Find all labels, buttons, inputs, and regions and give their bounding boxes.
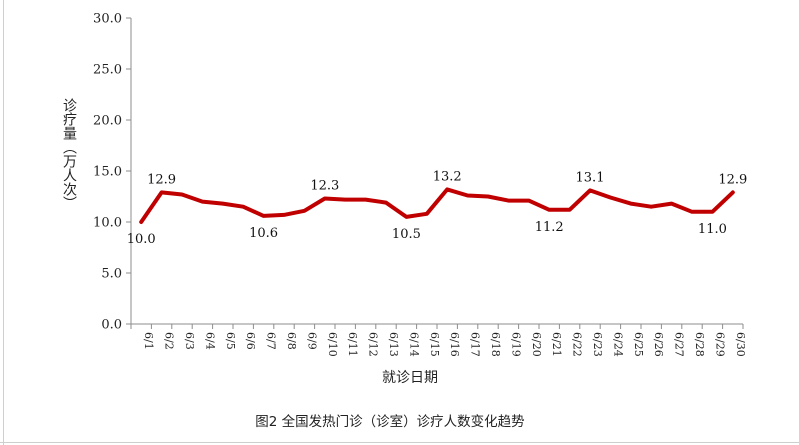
x-tick-label: 6/25 [632,332,645,357]
x-tick-label: 6/3 [183,332,196,350]
x-tick-label: 6/16 [448,332,461,357]
x-tick-label: 6/11 [346,332,359,357]
y-tick-label: 5.0 [101,267,122,282]
y-axis-label: 诊疗量（万人次） [61,98,77,210]
x-tick-label: 6/29 [713,332,726,357]
x-tick-label: 6/1 [142,332,155,350]
data-label: 11.0 [698,222,727,237]
x-tick-label: 6/13 [387,332,400,357]
data-label: 12.9 [147,172,176,187]
x-tick-label: 6/20 [530,332,543,357]
data-label: 11.2 [535,220,564,235]
x-tick-label: 6/27 [673,332,686,357]
x-tick-label: 6/4 [203,332,216,350]
data-label: 10.5 [392,227,421,242]
x-tick-label: 6/26 [652,332,665,357]
chart-axes [126,17,744,329]
x-tick-label: 6/19 [509,332,522,357]
data-label: 13.2 [433,169,462,184]
frame-left-edge [3,0,4,445]
x-tick-label: 6/30 [734,332,747,357]
frame-bottom-edge [0,442,799,443]
x-tick-label: 6/28 [693,332,706,357]
data-label: 10.0 [127,232,156,247]
x-tick-label: 6/22 [571,332,584,357]
x-tick-label: 6/14 [407,332,420,357]
x-tick-label: 6/24 [611,332,624,357]
x-tick-label: 6/12 [367,332,380,357]
x-tick-label: 6/7 [265,332,278,350]
data-labels: 10.0 12.9 10.6 12.3 10.5 13.2 11.2 13.1 11.0 12.9 [127,169,748,247]
x-tick-label: 6/5 [224,332,237,350]
x-tick-label: 6/17 [469,332,482,357]
data-label: 13.1 [576,170,605,185]
x-axis-label: 就诊日期 [382,370,438,386]
x-tick-label: 6/9 [305,332,318,350]
data-label: 12.9 [718,172,747,187]
y-tick-label: 0.0 [101,318,122,333]
y-tick-label: 30.0 [93,12,122,27]
x-tick-label: 6/23 [591,332,604,357]
x-tick-label: 6/15 [428,332,441,357]
data-label: 12.3 [310,179,339,194]
x-tick-label: 6/2 [163,332,176,350]
series-line [139,187,735,224]
x-tick-label: 6/18 [489,332,502,357]
x-tick-label: 6/8 [285,332,298,350]
y-tick-label: 15.0 [93,165,122,180]
x-tick-labels: 6/1 6/2 6/3 6/4 6/5 6/6 6/7 6/8 6/9 6/10 6/11 6/12 6… [142,332,747,357]
y-tick-label: 10.0 [93,216,122,231]
y-tick-label: 25.0 [93,63,122,78]
data-label: 10.6 [249,226,278,241]
y-tick-label: 20.0 [93,114,122,129]
series-line-group [139,187,735,224]
x-tick-label: 6/21 [550,332,563,357]
y-tick-labels: 0.0 5.0 10.0 15.0 20.0 25.0 30.0 [93,12,122,333]
x-tick-label: 6/10 [326,332,339,357]
x-tick-label: 6/6 [244,332,257,350]
figure-caption: 图2 全国发热门诊（诊室）诊疗人数变化趋势 [255,414,525,430]
